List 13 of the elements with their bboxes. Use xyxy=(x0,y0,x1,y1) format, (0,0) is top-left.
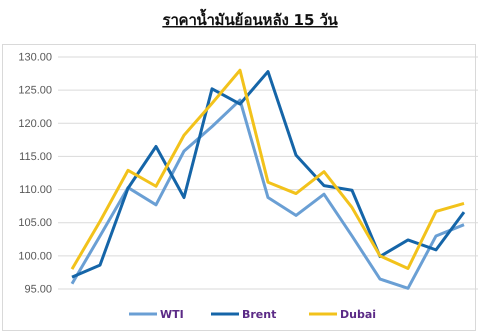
y-tick-label: 130.00 xyxy=(18,52,52,64)
legend-label: Brent xyxy=(242,308,276,321)
y-tick-label: 115.00 xyxy=(19,150,52,163)
y-tick-label: 105.00 xyxy=(18,217,52,230)
y-tick-label: 125.00 xyxy=(18,84,52,97)
y-tick-label: 120.00 xyxy=(18,118,52,130)
legend-label: WTI xyxy=(160,308,184,321)
chart-title: ราคาน้ำมันย้อนหลัง 15 วัน xyxy=(162,8,339,29)
legend-label: Dubai xyxy=(340,308,376,321)
y-tick-label: 95.00 xyxy=(24,284,52,296)
y-tick-label: 100.00 xyxy=(18,250,52,262)
y-tick-label: 110.00 xyxy=(19,184,52,196)
line-series xyxy=(70,98,466,290)
